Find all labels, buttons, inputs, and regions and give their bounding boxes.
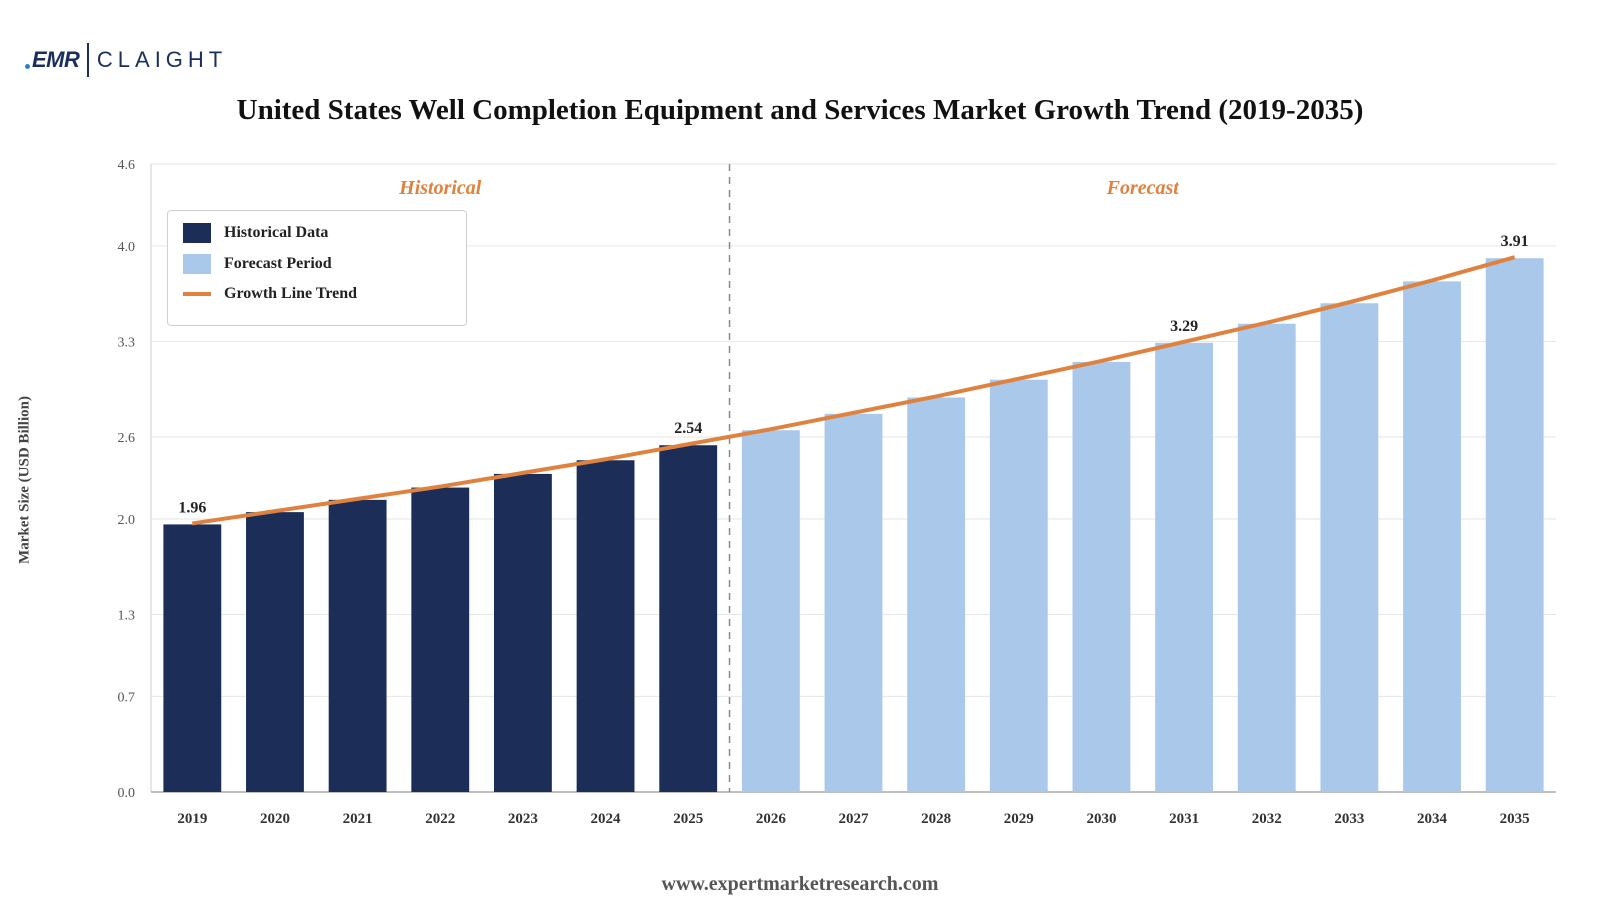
- x-tick-label: 2033: [1334, 811, 1364, 827]
- bar-forecast: [1320, 303, 1379, 792]
- bar-historical: [493, 473, 552, 792]
- region-label-forecast: Forecast: [1106, 177, 1181, 199]
- chart-legend: Historical Data Forecast Period Growth L…: [167, 210, 467, 326]
- bar-historical: [659, 445, 718, 792]
- bar-historical: [576, 460, 635, 792]
- bar-forecast: [824, 413, 883, 792]
- legend-item-historical: Historical Data: [183, 223, 328, 243]
- x-tick-label: 2023: [508, 811, 538, 827]
- y-tick-label: 1.3: [118, 609, 136, 624]
- legend-label-trend: Growth Line Trend: [224, 285, 358, 302]
- chart-title: United States Well Completion Equipment …: [236, 94, 1364, 126]
- legend-swatch-trend: [183, 292, 211, 296]
- brand-logo: EMR CLAIGHT: [25, 40, 227, 80]
- bar-forecast: [741, 430, 800, 792]
- legend-swatch-historical: [183, 223, 211, 243]
- bar-forecast: [989, 379, 1048, 792]
- bar-forecast: [1237, 323, 1296, 792]
- logo-dot-icon: [25, 64, 30, 69]
- bar-historical: [411, 487, 470, 792]
- growth-trend-line: [192, 255, 1516, 526]
- x-tick-label: 2031: [1169, 811, 1199, 827]
- data-label: 2.54: [674, 420, 702, 437]
- bar-forecast: [1072, 361, 1131, 792]
- bar-forecast: [907, 397, 966, 792]
- x-tick-label: 2030: [1086, 811, 1116, 827]
- x-tick-label: 2019: [177, 811, 207, 827]
- bar-forecast: [1403, 281, 1461, 792]
- x-tick-label: 2021: [343, 811, 373, 827]
- legend-item-trend: Growth Line Trend: [183, 285, 357, 303]
- bar-historical: [246, 512, 304, 792]
- x-tick-label: 2026: [756, 811, 787, 827]
- bar-forecast: [1155, 342, 1214, 792]
- x-tick-label: 2029: [1004, 811, 1034, 827]
- y-tick-label: 2.6: [118, 431, 136, 446]
- x-tick-label: 2034: [1417, 811, 1448, 827]
- region-label-historical: Historical: [398, 177, 482, 199]
- bar-forecast: [1485, 258, 1544, 792]
- bar-historical: [163, 524, 222, 792]
- logo-mark: EMR: [25, 47, 80, 73]
- y-tick-label: 2.0: [118, 513, 136, 528]
- data-label: 1.96: [178, 499, 206, 516]
- legend-label-forecast: Forecast Period: [224, 255, 332, 272]
- y-tick-label: 0.7: [118, 690, 136, 705]
- legend-swatch-forecast: [183, 254, 211, 274]
- logo-mark-text: EMR: [32, 47, 80, 72]
- bar-historical: [328, 499, 387, 792]
- x-tick-label: 2025: [673, 811, 703, 827]
- x-tick-label: 2032: [1252, 811, 1282, 827]
- x-tick-label: 2024: [591, 811, 622, 827]
- data-label: 3.29: [1170, 318, 1198, 335]
- logo-text: CLAIGHT: [96, 47, 228, 72]
- x-tick-label: 2027: [839, 811, 870, 827]
- y-tick-label: 0.0: [118, 786, 136, 801]
- y-tick-label: 4.6: [118, 158, 136, 173]
- y-tick-label: 4.0: [118, 240, 136, 255]
- x-tick-label: 2022: [425, 811, 455, 827]
- y-tick-label: 3.3: [118, 335, 136, 350]
- logo-divider: [87, 43, 89, 77]
- legend-item-forecast: Forecast Period: [183, 254, 332, 274]
- x-tick-label: 2035: [1500, 811, 1530, 827]
- legend-label-historical: Historical Data: [224, 224, 329, 241]
- source-url: www.expertmarketresearch.com: [661, 873, 939, 895]
- x-tick-label: 2028: [921, 811, 951, 827]
- data-label: 3.91: [1501, 233, 1529, 250]
- x-tick-label: 2020: [260, 811, 290, 827]
